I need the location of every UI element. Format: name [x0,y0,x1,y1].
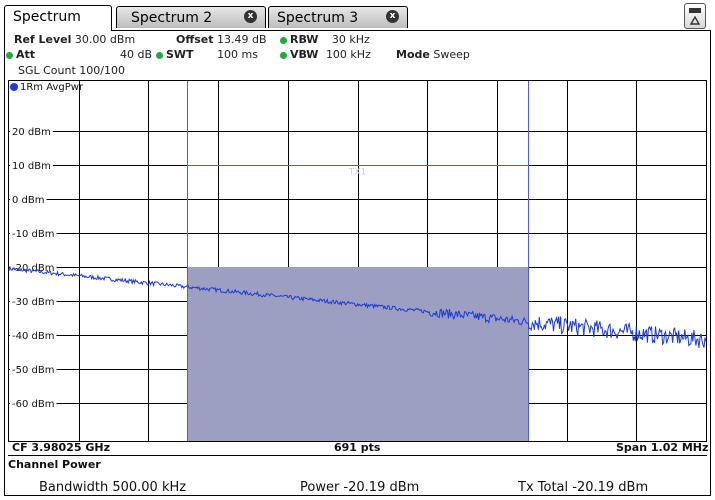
tick-label-background [10,295,57,307]
tick-label-background [10,125,53,137]
tick-label-background [10,227,57,239]
ref-level-value: 30.00 dBm [74,33,136,46]
rbw-indicator-icon [280,36,287,44]
center-frequency: CF 3.98025 GHz [12,441,110,454]
tab-spectrum-3[interactable]: Spectrum 3 x [268,6,408,28]
y-tick-label: -60 dBm [12,399,54,410]
y-tick-label: -20 dBm [12,263,54,274]
rbw-label: RBW [290,33,319,46]
tab-spectrum-label: Spectrum [13,9,81,25]
swt-indicator-icon [156,51,163,59]
power-value: Power -20.19 dBm [300,480,420,495]
tick-label-background [10,363,57,375]
y-tick-label: -40 dBm [12,331,54,342]
sgl-count: SGL Count 100/100 [18,64,125,77]
span: Span 1.02 MHz [616,441,709,454]
spectrum-chart: TX1 20 dBm 10 dBm 0 dBm -10 dBm -20 dBm -30 dB… [9,81,706,441]
y-tick-label: -50 dBm [12,365,54,376]
mode-label: Mode [396,48,430,61]
swt-label: SWT [166,48,194,61]
channel-power-title: Channel Power [8,458,101,471]
att-row: Att [6,48,35,61]
mode-value: Sweep [433,48,470,61]
vbw-value: 100 kHz [325,48,371,61]
rbw-row: RBW 30 kHz [280,33,370,46]
y-tick-label: 20 dBm [12,127,51,138]
offset-label: Offset [176,33,214,46]
channel-label: TX1 [348,168,366,178]
vbw-label: VBW [290,48,319,61]
tab-spectrum-3-label: Spectrum 3 [277,10,359,26]
ref-level-row: Ref Level 30.00 dBm [14,33,135,46]
close-icon[interactable]: x [386,10,399,23]
y-tick-label: -30 dBm [12,297,54,308]
vbw-indicator-icon [280,51,287,59]
y-tick-label: 0 dBm [12,195,45,206]
att-label: Att [16,48,36,61]
trace-label: 1Rm AvgPwr [10,82,83,93]
offset-row: Offset 13.49 dB [176,33,267,46]
channel-power-region [187,267,528,441]
y-tick-label: 10 dBm [12,161,51,172]
tick-label-background [10,397,57,409]
sweep-points: 691 pts [334,441,381,454]
close-icon[interactable]: x [244,10,257,23]
tab-spectrum-2[interactable]: Spectrum 2 x [116,6,266,28]
swt-row: SWT 100 ms [156,48,258,61]
att-indicator-icon [6,51,13,59]
vbw-row: VBW 100 kHz [280,48,371,61]
tx-total-value: Tx Total -20.19 dBm [518,480,649,495]
tick-label-background [10,159,53,171]
trace-indicator-icon [10,83,18,91]
swt-value: 100 ms [217,48,259,61]
trace-label-text: 1Rm AvgPwr [20,82,84,93]
mode-row: Mode Sweep [396,48,470,61]
tab-spectrum-2-label: Spectrum 2 [131,10,213,26]
layout-icon[interactable] [684,3,706,29]
att-value: 40 dB [120,48,153,61]
avgpwr-trace [9,265,706,349]
separator [8,455,707,456]
tab-bar: Spectrum Spectrum 2 x Spectrum 3 x [0,0,715,32]
tab-spectrum[interactable]: Spectrum [4,5,112,31]
ref-level-label: Ref Level [14,33,72,46]
tick-label-background [10,193,47,205]
bandwidth-value: Bandwidth 500.00 kHz [39,480,187,495]
offset-value: 13.49 dB [217,33,267,46]
rbw-value: 30 kHz [331,33,370,46]
tick-label-background [10,329,57,341]
y-tick-label: -10 dBm [12,229,54,240]
spectrum-plot: TX1 20 dBm 10 dBm 0 dBm -10 dBm -20 dBm -30 dB… [8,80,707,442]
